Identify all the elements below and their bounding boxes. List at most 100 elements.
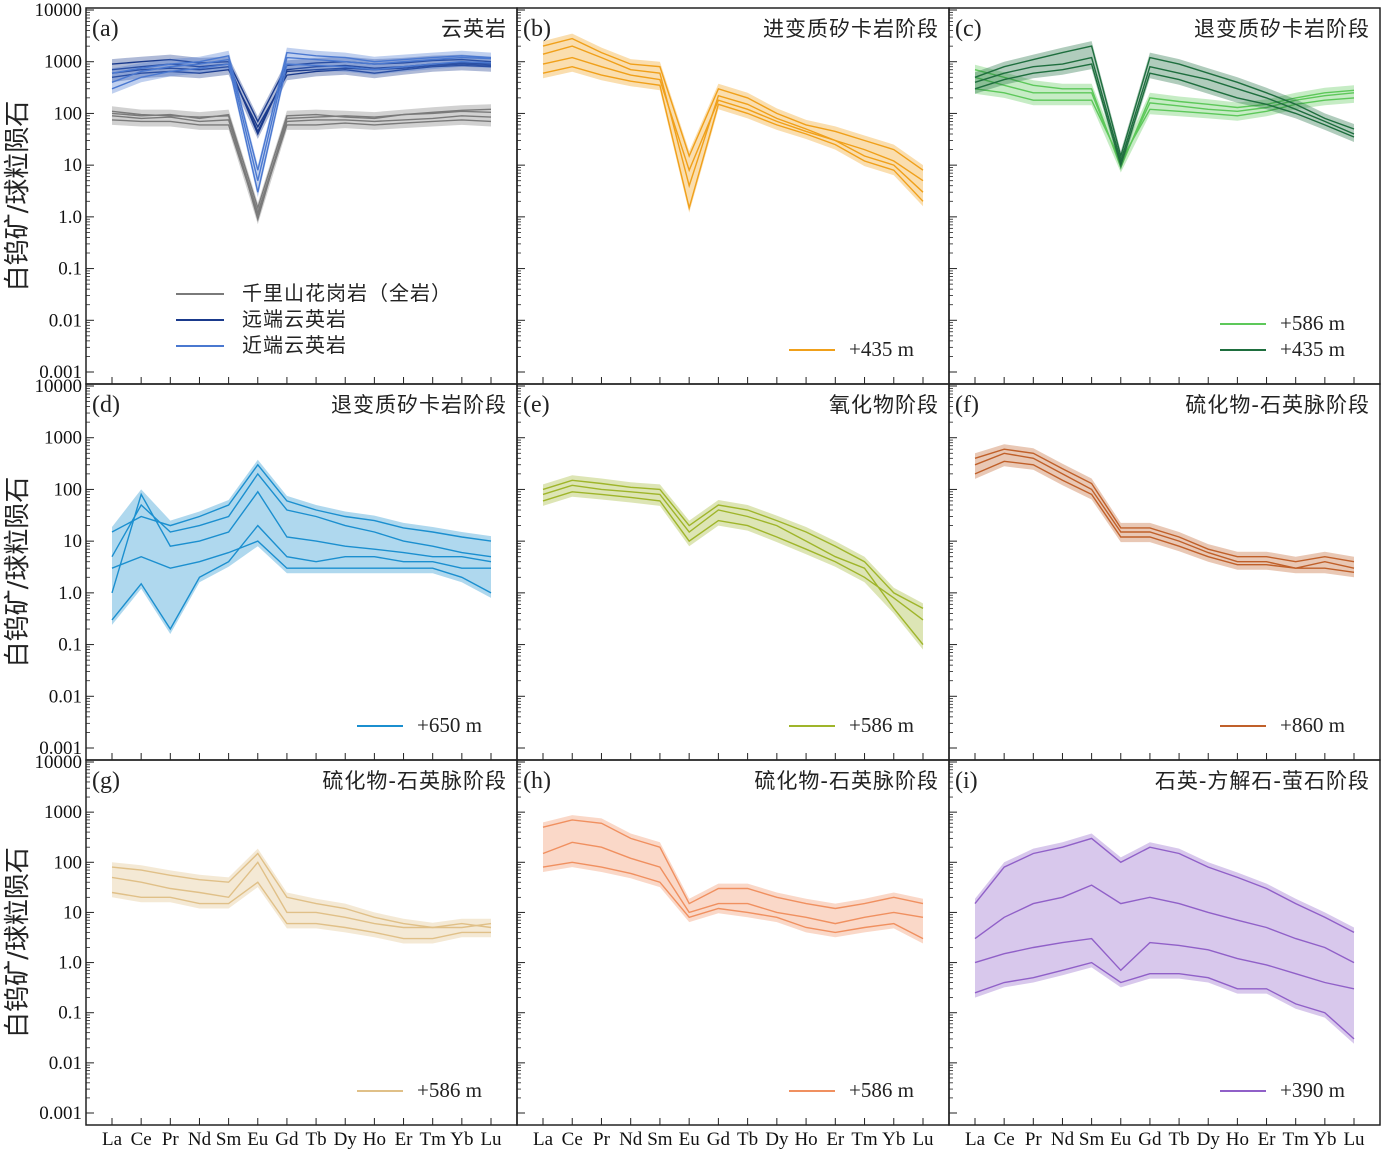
plot-area: [974, 444, 1355, 578]
series-line: [542, 479, 924, 610]
series-1: [974, 833, 1355, 1044]
x-tick-label: Er: [826, 1129, 845, 1150]
y-axis-title: 白钨矿/球粒陨石: [3, 101, 33, 292]
x-tick-label: La: [965, 1129, 986, 1150]
y-axes: 0.0010.010.11.0101001000100000.0010.010.…: [35, 0, 83, 1124]
series-line: [542, 37, 924, 171]
series-envelope: [112, 104, 491, 225]
x-tick-label: Nd: [188, 1129, 212, 1150]
series-line: [542, 819, 924, 910]
x-tick-label: Tb: [306, 1129, 327, 1150]
series-line: [974, 837, 1355, 934]
legend-label: +435 m: [849, 337, 914, 361]
series-line: [974, 452, 1355, 569]
series-line: [111, 119, 492, 217]
x-tick-label: Dy: [765, 1129, 789, 1150]
y-tick-label: 0.01: [49, 1053, 82, 1074]
series-line: [111, 852, 492, 929]
x-tick-label: Nd: [1051, 1129, 1075, 1150]
legend-label: 千里山花岗岩（全岩）: [242, 281, 452, 305]
series-envelope: [112, 459, 491, 634]
panel-title: 退变质矽卡岩阶段: [331, 393, 507, 417]
plot-area: [542, 33, 924, 213]
panel-7: (g) 硫化物-石英脉阶段 +586 m: [85, 759, 518, 1126]
series-line: [542, 841, 924, 925]
series-1: [111, 459, 492, 634]
x-tick-label: Ce: [994, 1129, 1015, 1150]
series-envelope: [975, 64, 1354, 173]
plot-area: [974, 833, 1355, 1044]
series-line: [111, 115, 492, 216]
y-tick-label: 1.0: [58, 953, 82, 974]
panel-title: 进变质矽卡岩阶段: [763, 17, 939, 41]
x-tick-label: Er: [395, 1129, 414, 1150]
series-envelope: [975, 41, 1354, 171]
y-tick-label: 0.1: [58, 635, 82, 656]
series-1: [111, 848, 492, 944]
legend-label: 近端云英岩: [242, 333, 347, 357]
y-tick-label: 0.001: [39, 738, 82, 759]
series-line: [974, 460, 1355, 573]
series-3: [111, 47, 492, 198]
panel-tag: (b): [523, 16, 551, 42]
y-tick-label: 0.1: [58, 1003, 82, 1024]
series-line: [542, 56, 924, 193]
x-tick-label: Gd: [1138, 1129, 1162, 1150]
y-tick-label: 10000: [35, 752, 83, 773]
series-line: [111, 63, 492, 134]
series-line: [111, 56, 492, 181]
series-line: [111, 108, 492, 211]
y-tick-label: 0.1: [58, 259, 82, 280]
panel-tag: (a): [92, 16, 119, 42]
series-line: [111, 490, 492, 594]
panel-tag: (f): [955, 392, 979, 418]
x-tick-label: Gd: [707, 1129, 731, 1150]
y-tick-label: 10: [63, 155, 82, 176]
y-tick-label: 0.01: [49, 686, 82, 707]
y-tick-label: 0.001: [39, 1103, 82, 1124]
panel-title: 硫化物-石英脉阶段: [1185, 393, 1370, 417]
series-line: [974, 45, 1355, 159]
series-line: [111, 110, 492, 222]
panel-frame: [516, 759, 950, 1126]
x-tick-label: Tb: [737, 1129, 758, 1150]
plot-area: [542, 475, 924, 650]
series-line: [111, 64, 492, 129]
plot-area: [111, 459, 492, 634]
x-tick-label: Ho: [794, 1129, 817, 1150]
series-line: [974, 448, 1355, 563]
panel-4: (d) 退变质矽卡岩阶段 +650 m: [85, 383, 518, 761]
series-line: [111, 60, 492, 193]
legend-label: +435 m: [1280, 337, 1345, 361]
x-tick-label: Tm: [419, 1129, 446, 1150]
x-tick-label: La: [533, 1129, 554, 1150]
panel-5: (e) 氧化物阶段 +586 m: [516, 383, 950, 761]
panel-6: (f) 硫化物-石英脉阶段 +860 m: [948, 383, 1381, 761]
plot-area: [974, 41, 1355, 173]
y-tick-label: 1000: [44, 802, 82, 823]
y-tick-label: 1000: [44, 428, 82, 449]
x-tick-label: Sm: [216, 1129, 242, 1150]
series-1: [974, 444, 1355, 578]
x-tick-label: Sm: [1079, 1129, 1105, 1150]
panel-tag: (h): [523, 768, 551, 794]
plot-area: [111, 848, 492, 944]
y-tick-label: 0.001: [39, 362, 82, 383]
y-tick-label: 100: [54, 852, 83, 873]
x-tick-label: La: [102, 1129, 123, 1150]
x-tick-label: Ce: [131, 1129, 152, 1150]
y-tick-label: 1000: [44, 52, 82, 73]
x-tick-label: Lu: [912, 1129, 934, 1150]
x-tick-label: Ho: [363, 1129, 386, 1150]
legend-label: +650 m: [417, 713, 482, 737]
x-tick-label: Ho: [1226, 1129, 1249, 1150]
x-tick-label: Eu: [1110, 1129, 1132, 1150]
panel-title: 退变质矽卡岩阶段: [1194, 17, 1370, 41]
x-tick-label: Tm: [851, 1129, 878, 1150]
series-line: [111, 524, 491, 631]
x-tick-label: Yb: [450, 1129, 473, 1150]
panel-tag: (e): [523, 392, 550, 418]
